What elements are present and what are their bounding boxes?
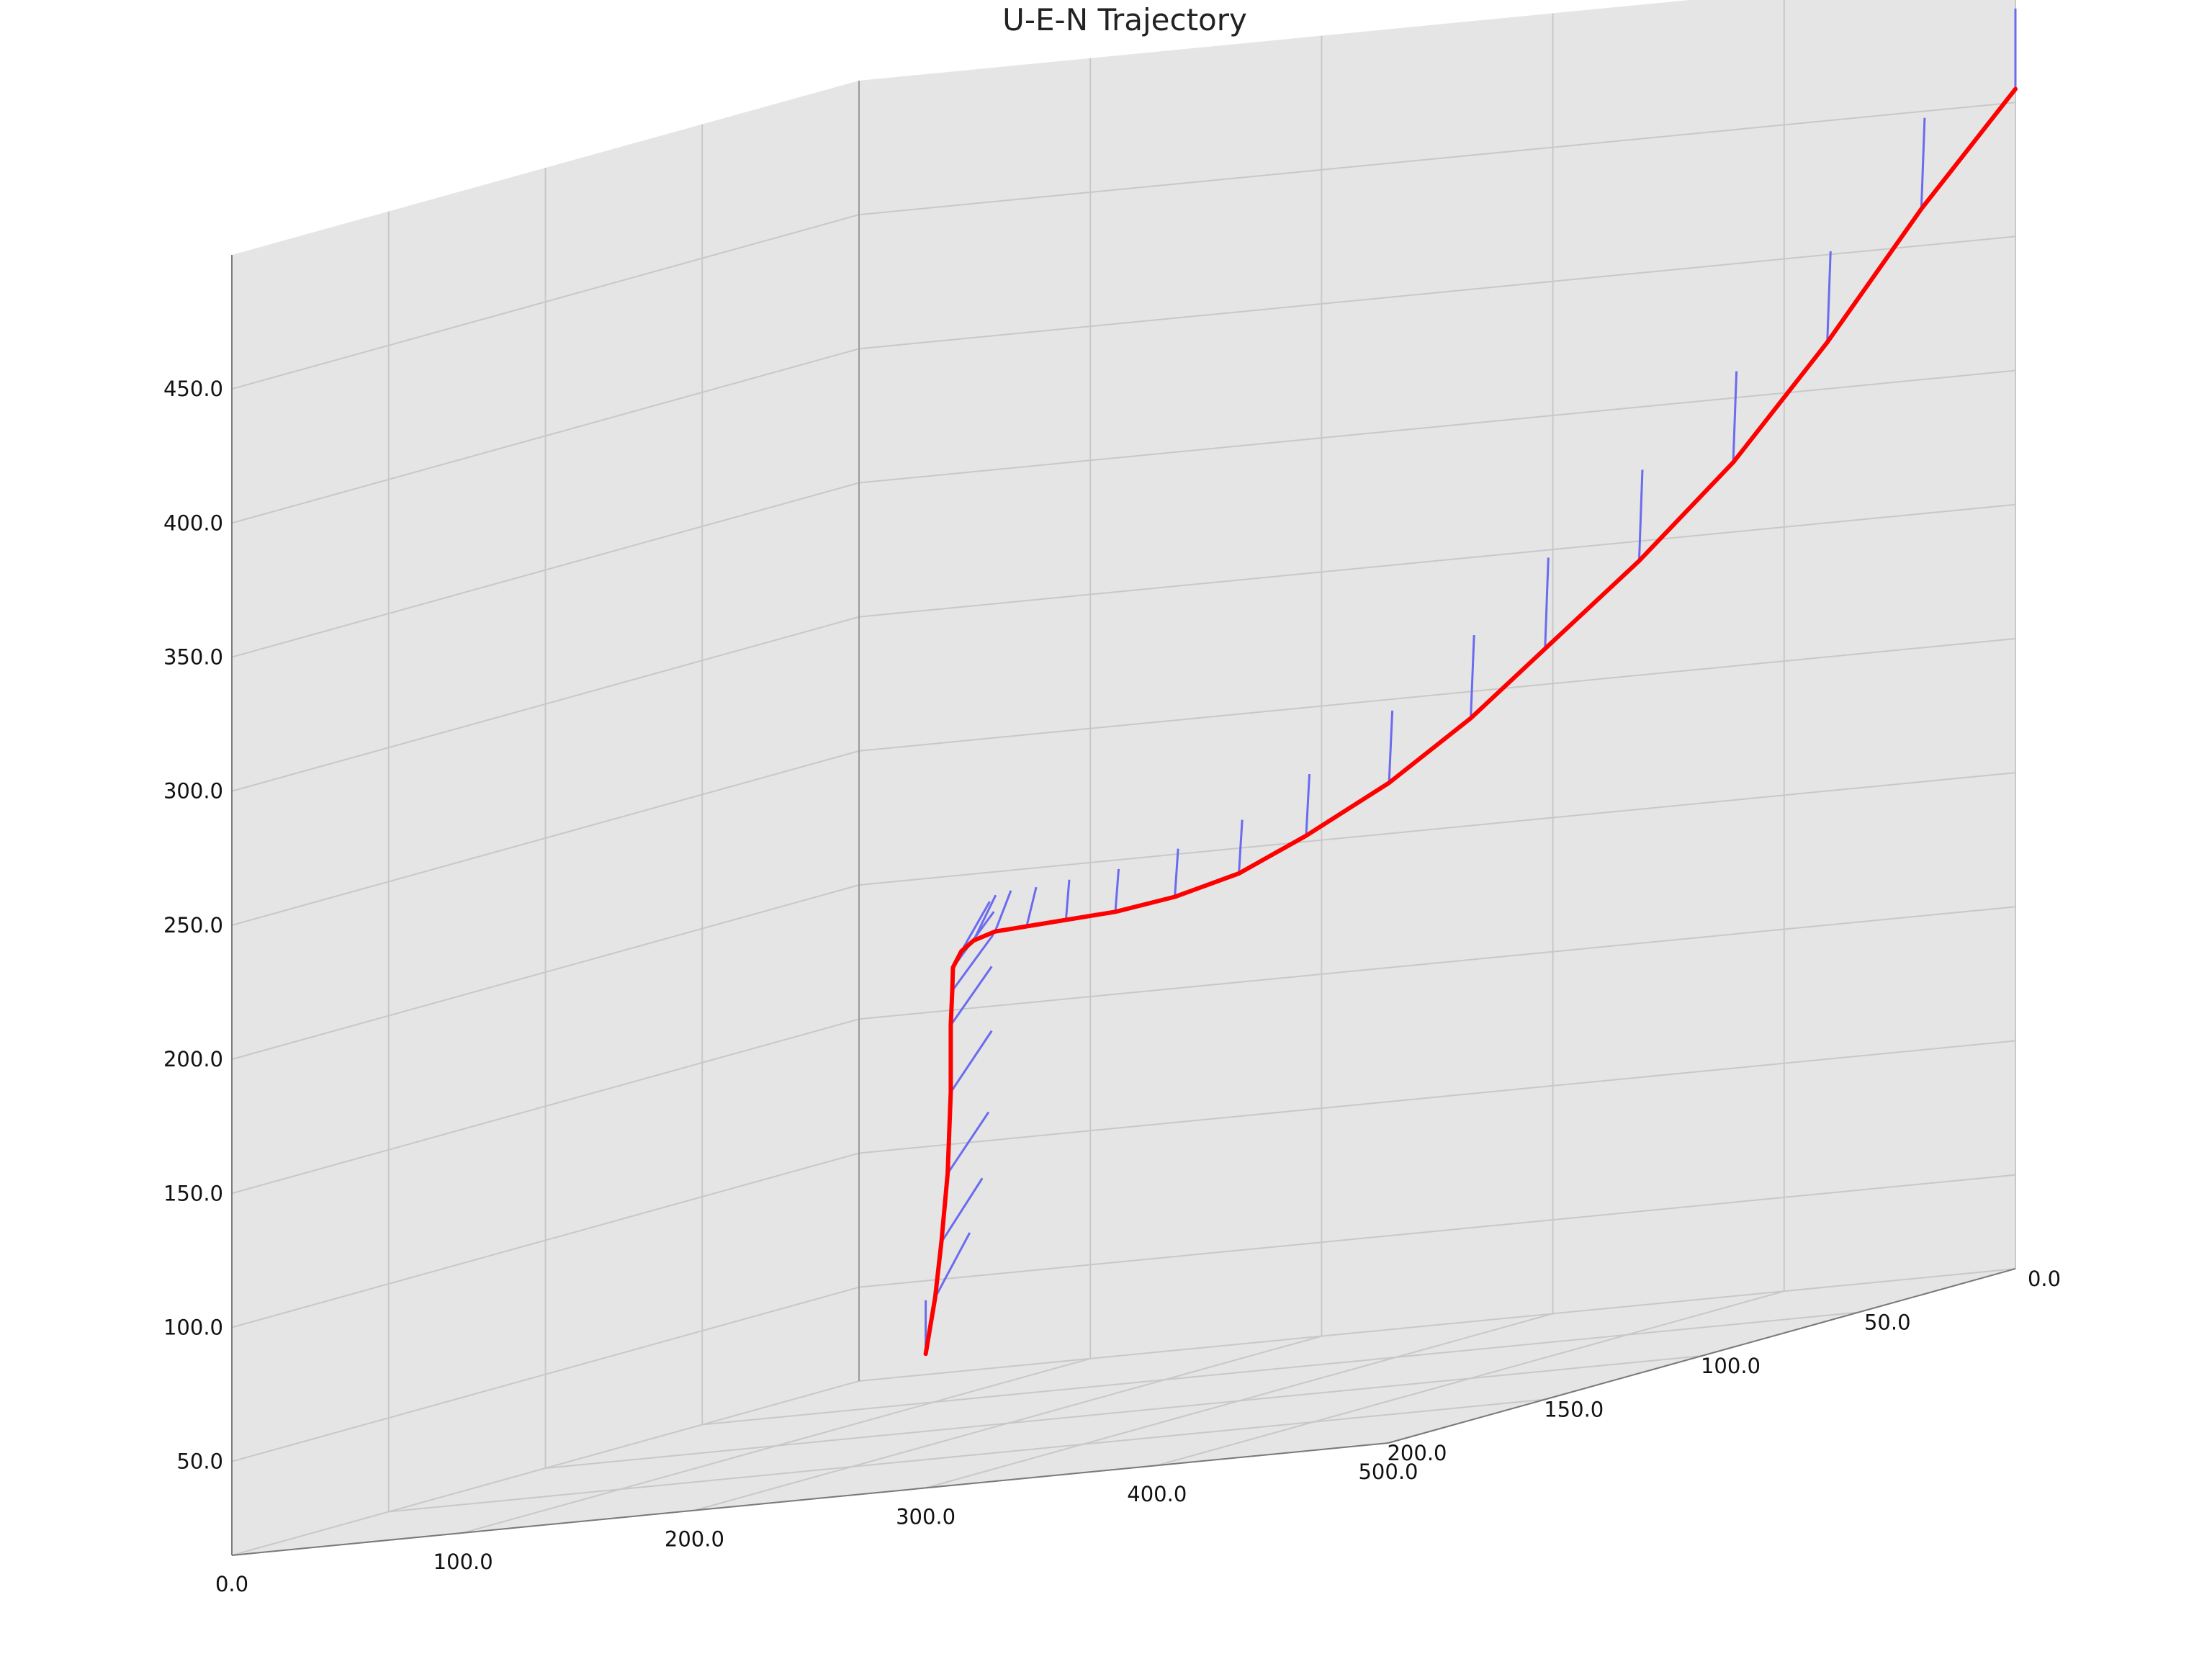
grid-z-left: [231, 1018, 860, 1195]
direction-vector: [1826, 251, 1832, 343]
direction-vector: [1238, 819, 1244, 874]
direction-vector: [1305, 773, 1311, 836]
grid-z-back: [858, 102, 2016, 216]
pane-back: [859, 0, 2015, 1381]
grid-z-back: [858, 369, 2016, 484]
z-tick-label: 150.0: [163, 1181, 223, 1205]
grid-z-back: [858, 637, 2016, 752]
z-tick-label: 350.0: [163, 645, 223, 670]
grid-z-back: [858, 503, 2016, 618]
grid-z-left: [231, 1152, 860, 1328]
z-tick-label: 200.0: [163, 1047, 223, 1071]
direction-vectors: [925, 8, 2017, 1354]
grid-y-floor: [858, 1268, 2016, 1382]
direction-vector: [1064, 879, 1071, 920]
direction-vector: [1732, 371, 1738, 463]
grid-z-back: [858, 906, 2016, 1020]
z-tick-label: 300.0: [163, 779, 223, 804]
chart-title: U-E-N Trajectory: [1002, 2, 1247, 37]
x-tick-label: 100.0: [433, 1550, 493, 1574]
grid-z-left: [231, 884, 860, 1061]
direction-vector: [960, 901, 991, 952]
series-layer: [923, 86, 2018, 1357]
y-axis-line: [1388, 1268, 2016, 1444]
x-tick-label: 300.0: [896, 1504, 956, 1529]
grid-z-left: [231, 750, 860, 926]
grid-z-back: [858, 1174, 2016, 1288]
direction-vector: [946, 1111, 990, 1174]
direction-vector: [950, 966, 993, 1026]
x-tick-label: 500.0: [1358, 1460, 1418, 1484]
axis-lines: [231, 81, 2016, 1556]
direction-vector: [1388, 710, 1394, 783]
y-tick-label: 50.0: [1864, 1310, 1911, 1335]
trajectory-line: [923, 86, 2018, 1357]
x-tick-label: 400.0: [1127, 1482, 1187, 1506]
direction-vector: [1470, 635, 1475, 719]
direction-vector: [951, 934, 994, 992]
grid-z-left: [231, 1286, 860, 1462]
direction-vector: [1025, 886, 1038, 927]
grid-z-back: [858, 1040, 2016, 1154]
axis-panes: [232, 0, 2015, 1555]
z-tick-label: 50.0: [176, 1449, 223, 1474]
grid-z-left: [231, 482, 860, 658]
direction-vector: [972, 894, 997, 941]
direction-vector: [1544, 557, 1550, 649]
grid-z-left: [231, 616, 860, 792]
grid-y-floor: [702, 1311, 1859, 1426]
tick-labels: 0.0 100.0 200.0 300.0 400.0 500.0 0.0 50.0 100.0…: [163, 377, 2061, 1596]
grid-z-back: [858, 772, 2016, 886]
direction-vector: [940, 1177, 984, 1244]
direction-vector: [934, 1232, 971, 1298]
grid-y-floor: [388, 1398, 1545, 1513]
direction-vector: [1637, 469, 1644, 561]
x-tick-label: 200.0: [665, 1527, 724, 1552]
direction-vector: [994, 890, 1012, 932]
direction-vector: [950, 1030, 993, 1093]
y-tick-label: 200.0: [1387, 1441, 1447, 1465]
z-tick-label: 100.0: [163, 1315, 223, 1339]
z-tick-label: 400.0: [163, 511, 223, 535]
grid-y-floor: [545, 1355, 1702, 1469]
direction-vector: [1114, 868, 1120, 912]
grid-z-back: [858, 235, 2016, 350]
y-tick-label: 0.0: [2028, 1267, 2061, 1291]
direction-vector: [1920, 117, 1926, 210]
y-tick-label: 100.0: [1701, 1354, 1761, 1378]
direction-vector: [1174, 848, 1179, 897]
z-tick-label: 250.0: [163, 913, 223, 938]
grid-z-left: [231, 214, 860, 390]
y-tick-label: 150.0: [1544, 1398, 1604, 1422]
x-tick-label: 0.0: [215, 1572, 248, 1596]
z-tick-label: 450.0: [163, 377, 223, 401]
x-axis-line: [231, 1442, 1389, 1556]
grid-z-left: [231, 348, 860, 524]
